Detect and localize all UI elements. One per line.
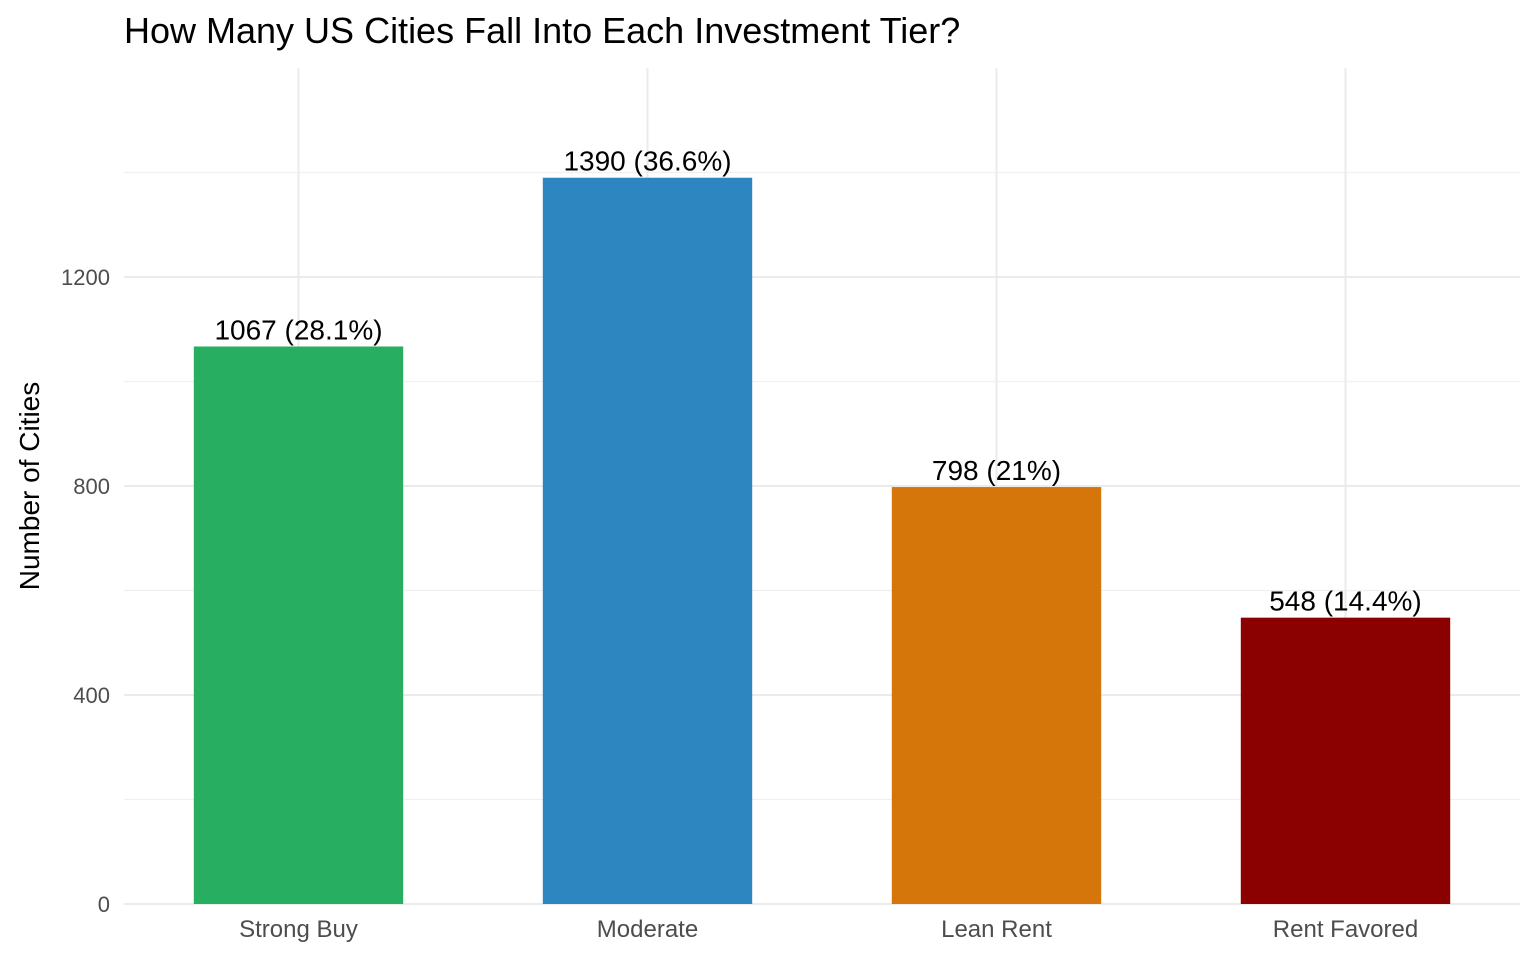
x-tick-label: Rent Favored: [1273, 916, 1418, 943]
bars: [193, 177, 1451, 905]
bar-data-label: 1390 (36.6%): [563, 146, 731, 177]
y-tick-label: 1200: [61, 265, 110, 290]
bar-labels: 1067 (28.1%) 1390 (36.6%) 798 (21%) 548 (14…: [214, 146, 1421, 617]
bar: [193, 346, 404, 904]
bar: [1240, 617, 1451, 904]
y-axis-label: Number of Cities: [14, 382, 45, 591]
y-tick-label: 800: [73, 474, 110, 499]
bar-data-label: 548 (14.4%): [1269, 586, 1422, 617]
chart-title: How Many US Cities Fall Into Each Invest…: [124, 10, 961, 51]
bar-data-label: 798 (21%): [932, 455, 1061, 486]
y-tick-labels: 0 400 800 1200: [61, 265, 110, 917]
y-tick-label: 400: [73, 683, 110, 708]
x-tick-label: Moderate: [597, 916, 698, 943]
x-tick-label: Lean Rent: [941, 916, 1052, 943]
bar: [542, 177, 753, 905]
y-tick-label: 0: [98, 892, 110, 917]
bar: [891, 487, 1102, 904]
x-tick-label: Strong Buy: [239, 916, 358, 943]
x-tick-labels: Strong Buy Moderate Lean Rent Rent Favored: [239, 916, 1418, 943]
bar-data-label: 1067 (28.1%): [214, 314, 382, 345]
